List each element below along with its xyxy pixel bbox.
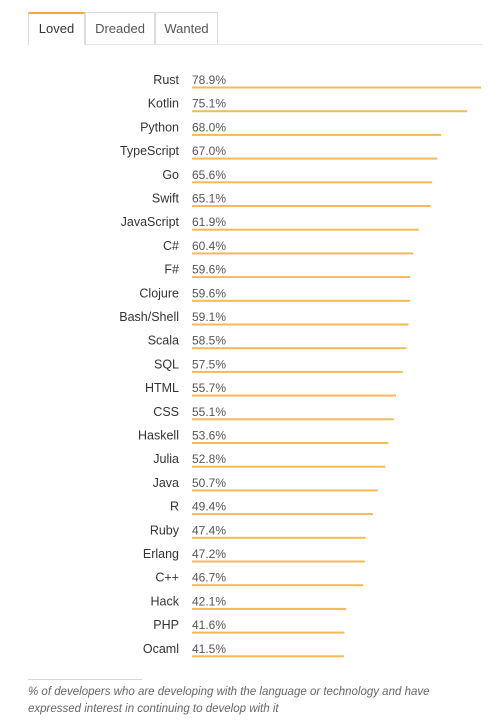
bar[interactable] [192,276,411,279]
value-label: 41.6% [192,618,226,632]
value-label: 55.7% [192,381,226,395]
bar[interactable] [192,323,409,326]
value-label: 65.1% [192,192,226,206]
category-label: Rust [153,73,179,87]
value-label: 55.1% [192,405,226,419]
value-label: 57.5% [192,357,226,371]
category-label: Erlang [143,547,179,561]
bar[interactable] [192,584,364,587]
bar[interactable] [192,655,344,658]
bar[interactable] [192,370,403,373]
bar[interactable] [192,394,396,397]
bar[interactable] [192,607,347,610]
value-label: 42.1% [192,594,226,608]
bar-chart: Rust 78.9% Kotlin 75.1% Python 68.0% TypeScrip… [119,73,481,658]
bar[interactable] [192,536,366,539]
bar[interactable] [192,299,411,302]
category-label: Clojure [139,286,179,300]
category-label: F# [164,263,179,277]
bar[interactable] [192,133,442,136]
bar[interactable] [192,347,407,350]
bar[interactable] [192,560,365,563]
bar[interactable] [192,513,373,516]
category-label: JavaScript [121,215,180,229]
category-label: Java [153,476,179,490]
tab-bar: Loved Dreaded Wanted [28,10,483,45]
value-label: 53.6% [192,429,226,443]
tab-dreaded[interactable]: Dreaded [85,12,155,44]
category-label: HTML [145,381,179,395]
category-label: Haskell [138,429,179,443]
category-label: Swift [152,192,180,206]
value-label: 47.2% [192,547,226,561]
bar[interactable] [192,489,378,492]
value-label: 75.1% [192,97,226,111]
value-label: 49.4% [192,500,226,514]
category-label: R [170,500,179,514]
value-label: 59.6% [192,286,226,300]
category-label: Hack [151,594,180,608]
value-label: 59.6% [192,263,226,277]
bar[interactable] [192,157,438,160]
footnote-divider [28,679,142,680]
tab-wanted[interactable]: Wanted [155,12,218,44]
value-label: 61.9% [192,215,226,229]
value-label: 78.9% [192,73,226,87]
category-label: Scala [148,334,179,348]
category-label: Julia [153,452,179,466]
bar[interactable] [192,228,419,231]
bar[interactable] [192,181,433,184]
category-label: Kotlin [148,97,179,111]
value-label: 68.0% [192,120,226,134]
bar[interactable] [192,86,481,89]
category-label: SQL [154,357,179,371]
value-label: 46.7% [192,571,226,585]
bar[interactable] [192,205,431,207]
value-label: 41.5% [192,642,226,656]
bar[interactable] [192,631,345,634]
category-label: Bash/Shell [119,310,179,324]
value-label: 60.4% [192,239,226,253]
category-label: PHP [153,618,179,632]
category-label: Python [140,120,179,134]
value-label: 65.6% [192,168,226,182]
category-label: Ruby [150,523,180,537]
value-label: 50.7% [192,476,226,490]
value-label: 58.5% [192,334,226,348]
bar[interactable] [192,110,468,113]
bar[interactable] [192,465,386,468]
category-label: CSS [153,405,179,419]
bar[interactable] [192,252,414,255]
bar[interactable] [192,442,389,444]
tab-loved[interactable]: Loved [28,12,85,45]
value-label: 59.1% [192,310,226,324]
footnote: % of developers who are developing with … [28,686,430,715]
category-label: C++ [155,571,179,585]
category-label: Go [162,168,179,182]
bar[interactable] [192,418,394,421]
value-label: 47.4% [192,523,226,537]
category-label: Ocaml [143,642,179,656]
value-label: 67.0% [192,144,226,158]
category-label: TypeScript [120,144,180,158]
category-label: C# [163,239,179,253]
value-label: 52.8% [192,452,226,466]
